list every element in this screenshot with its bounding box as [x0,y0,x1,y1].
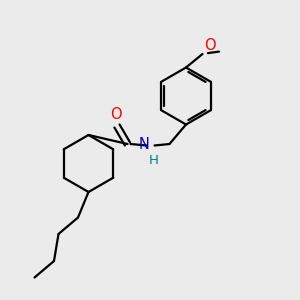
Text: O: O [110,107,121,122]
Text: H: H [149,154,158,167]
Text: O: O [204,38,216,53]
Text: N: N [139,137,150,152]
